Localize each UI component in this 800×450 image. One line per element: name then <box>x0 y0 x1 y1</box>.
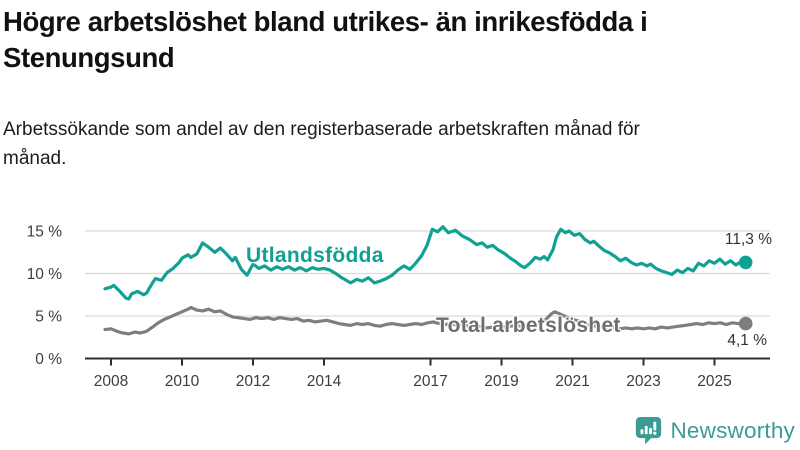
x-tick-label: 2017 <box>413 373 447 390</box>
series-end-dot-utlandsf-dda <box>738 255 753 270</box>
y-tick-label: 5 % <box>35 309 62 326</box>
y-tick-label: 10 % <box>27 266 63 283</box>
x-tick-label: 2010 <box>165 373 200 390</box>
x-tick-label: 2025 <box>697 373 731 390</box>
series-line-utlandsf-dda <box>103 225 748 301</box>
x-tick-label: 2012 <box>236 373 270 390</box>
newsworthy-logo: Newsworthy <box>635 416 795 445</box>
page-subtitle: Arbetssökande som andel av den registerb… <box>3 119 640 169</box>
series-line-total-arbetsl-shet <box>103 305 748 336</box>
page-title: Högre arbetslöshet bland utrikes- än inr… <box>3 6 648 74</box>
end-value-label-total: 4,1 % <box>727 332 767 349</box>
series-label-total-arbetsloshet: Total arbetslöshet <box>436 314 621 337</box>
series-end-dot-total-arbetsl-shet <box>738 316 753 331</box>
x-tick-label: 2008 <box>94 373 128 390</box>
y-tick-label: 15 % <box>27 224 63 241</box>
x-tick-label: 2014 <box>307 373 342 390</box>
x-tick-label: 2023 <box>626 373 660 390</box>
brand-name: Newsworthy <box>670 417 795 443</box>
end-value-label-utlandsfodda: 11,3 % <box>724 231 772 248</box>
series-label-utlandsfodda: Utlandsfödda <box>246 244 384 267</box>
x-tick-label: 2019 <box>484 373 518 390</box>
y-tick-label: 0 % <box>35 351 62 368</box>
x-tick-label: 2021 <box>555 373 589 390</box>
bar-chart-bubble-icon <box>636 417 662 445</box>
